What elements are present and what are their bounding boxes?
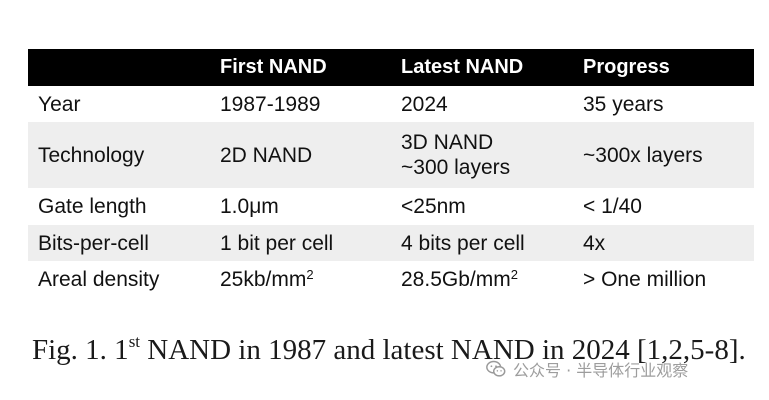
progress-value: ~300x layers <box>583 143 703 167</box>
latest-nand-value: 4 bits per cell <box>401 231 525 255</box>
watermark-text: 公众号 · 半导体行业观察 <box>513 361 689 380</box>
table-row-technology: Technology 2D NAND 3D NAND ~300 layers ~… <box>28 122 754 188</box>
header-cell-first-nand: First NAND <box>220 56 327 78</box>
latest-nand-value: 28.5Gb/mm2 <box>391 267 573 292</box>
latest-density-base: 28.5Gb/mm <box>401 268 511 291</box>
header-cell-latest-nand: Latest NAND <box>401 56 524 78</box>
table-row-bits-per-cell: Bits-per-cell 1 bit per cell 4 bits per … <box>28 225 754 261</box>
latest-density-exponent: 2 <box>510 267 518 282</box>
first-nand-value: 1 bit per cell <box>220 231 334 255</box>
first-nand-value: 2D NAND <box>220 143 313 167</box>
first-nand-value: 25kb/mm2 <box>210 267 391 292</box>
progress-value: < 1/40 <box>583 195 642 218</box>
progress-value: 4x <box>583 231 606 255</box>
wechat-icon <box>486 360 506 377</box>
latest-nand-value: <25nm <box>401 195 466 218</box>
latest-nand-line-1: 3D NAND <box>401 131 494 154</box>
caption-ordinal: st <box>128 332 141 351</box>
table-row-year: Year 1987-1989 2024 35 years <box>28 86 754 122</box>
caption-prefix: Fig. 1. 1 <box>32 334 129 366</box>
latest-nand-line-2: ~300 layers <box>401 156 511 179</box>
figure-caption: Fig. 1. 1st NAND in 1987 and latest NAND… <box>32 332 746 368</box>
table-row-gate-length: Gate length 1.0μm <25nm < 1/40 <box>28 188 754 225</box>
row-label: Year <box>38 92 81 116</box>
progress-value: 35 years <box>583 92 664 116</box>
row-label: Bits-per-cell <box>38 231 149 255</box>
latest-nand-value: 2024 <box>401 92 448 116</box>
header-cell-progress: Progress <box>583 56 670 78</box>
progress-value: > One million <box>583 268 707 291</box>
row-label: Gate length <box>38 195 147 218</box>
caption-suffix: NAND in 1987 and latest NAND in 2024 [1,… <box>140 334 746 366</box>
row-label: Areal density <box>38 268 160 291</box>
latest-nand-value: 3D NAND ~300 layers <box>391 130 573 180</box>
table-header-row: First NAND Latest NAND Progress <box>28 49 754 86</box>
first-nand-value: 1.0μm <box>220 195 279 218</box>
row-label: Technology <box>38 143 145 167</box>
first-density-base: 25kb/mm <box>220 268 307 291</box>
table-row-areal-density: Areal density 25kb/mm2 28.5Gb/mm2 > One … <box>28 261 754 298</box>
first-density-exponent: 2 <box>306 267 314 282</box>
first-nand-value: 1987-1989 <box>220 92 321 116</box>
watermark: 公众号 · 半导体行业观察 <box>485 357 688 381</box>
nand-comparison-table: First NAND Latest NAND Progress Year 198… <box>28 49 754 298</box>
